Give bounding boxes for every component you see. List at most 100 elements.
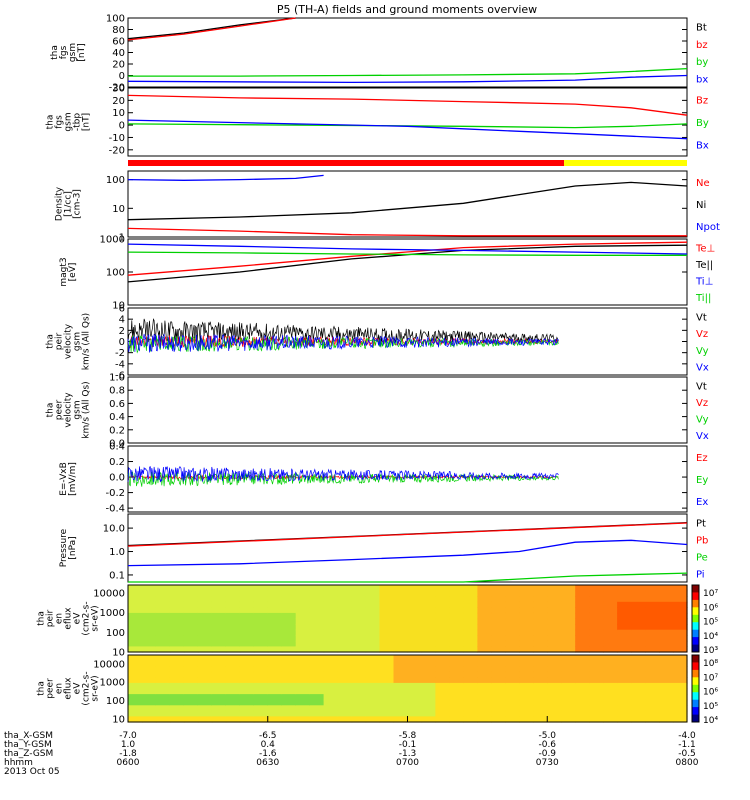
heatmap-cell	[561, 694, 576, 701]
heatmap-cell	[617, 585, 632, 592]
heatmap-cell	[281, 677, 297, 684]
heatmap-cell	[477, 640, 492, 647]
heatmap-cell	[155, 640, 171, 647]
heatmap-cell	[421, 618, 437, 625]
heatmap-cell	[128, 682, 143, 690]
heatmap-cell	[505, 666, 520, 673]
heatmap-cell	[197, 596, 213, 603]
series-line-Ez	[127, 473, 559, 481]
y-tick-label: -6	[115, 371, 125, 382]
panel-pressure: Pressure [nPa] 10.0 1.0 0.1 Pt Pb Pe Pi	[59, 513, 708, 583]
legend-Vy: Vy	[696, 346, 709, 357]
heatmap-cell	[645, 624, 660, 631]
heatmap-cell	[631, 590, 646, 597]
heatmap-cell	[617, 618, 632, 625]
heatmap-cell	[449, 682, 464, 690]
heatmap-cell	[169, 585, 185, 592]
colorbar-segment	[692, 699, 699, 708]
heatmap-cell	[505, 629, 520, 636]
heatmap-cell	[239, 607, 255, 614]
heatmap-cell	[295, 624, 311, 631]
legend-Vt: Vt	[696, 381, 707, 392]
heatmap-cell	[589, 655, 604, 662]
heatmap-cell	[547, 585, 562, 592]
heatmap-cell	[351, 710, 367, 717]
heatmap-cell	[477, 682, 492, 690]
heatmap-cell	[631, 635, 646, 642]
heatmap-cell	[169, 601, 185, 608]
heatmap-cell	[449, 671, 464, 678]
heatmap-cell	[435, 666, 450, 673]
heatmap-cell	[337, 635, 353, 642]
legend-Vz: Vz	[696, 398, 708, 409]
colorbar-label: 10⁸	[703, 659, 718, 669]
heatmap-cell	[183, 585, 199, 592]
heatmap-cell	[183, 677, 199, 684]
heatmap-cell	[337, 601, 353, 608]
heatmap-cell	[631, 624, 646, 631]
heatmap-cell	[197, 699, 213, 706]
x-tick-label: -0.5	[678, 749, 696, 759]
heatmap-cell	[128, 699, 143, 706]
heatmap-cell	[253, 601, 269, 608]
heatmap-cell	[449, 585, 464, 592]
y-axis-label: gsm	[73, 400, 83, 419]
series-line-Ni	[127, 181, 688, 221]
x-row-label: tha_Y-GSM	[4, 740, 52, 750]
heatmap-cell	[463, 666, 478, 673]
heatmap-cell	[645, 694, 660, 701]
heatmap-cell	[337, 677, 353, 684]
heatmap-cell	[197, 607, 213, 614]
heatmap-cell	[211, 590, 227, 597]
heatmap-cell	[351, 694, 367, 701]
heatmap-cell	[561, 646, 576, 653]
heatmap-cell	[407, 716, 423, 723]
heatmap-cell	[477, 655, 492, 662]
heatmap-cell	[337, 671, 353, 678]
heatmap-cell	[449, 655, 464, 662]
heatmap-cell	[561, 677, 576, 684]
heatmap-cell	[281, 607, 297, 614]
heatmap-cell	[589, 694, 604, 701]
heatmap-cell	[239, 671, 255, 678]
heatmap-cell	[365, 705, 381, 712]
heatmap-cell	[505, 671, 520, 678]
heatmap-cell	[449, 646, 464, 653]
heatmap-cell	[645, 688, 660, 695]
heatmap-cell	[155, 596, 171, 603]
colorbar-segment	[692, 592, 699, 601]
heatmap-cell	[295, 688, 311, 695]
heatmap-cell	[435, 612, 450, 620]
y-axis-label: [nT]	[82, 113, 92, 131]
heatmap-cell	[267, 688, 283, 695]
heatmap-cell	[281, 612, 297, 620]
heatmap-cell	[128, 629, 143, 636]
heatmap-cell	[365, 596, 381, 603]
y-axis-label: gsm	[68, 43, 78, 62]
heatmap-cell	[491, 682, 506, 690]
heatmap-cell	[673, 596, 688, 603]
heatmap-cell	[421, 666, 437, 673]
heatmap-cell	[295, 601, 311, 608]
heatmap-cell	[519, 646, 534, 653]
heatmap-cell	[645, 607, 660, 614]
heatmap-cell	[309, 694, 325, 701]
heatmap-cell	[183, 671, 199, 678]
heatmap-cell	[309, 646, 325, 653]
heatmap-cell	[463, 635, 478, 642]
heatmap-cell	[142, 682, 157, 690]
heatmap-cell	[365, 629, 381, 636]
heatmap-cell	[128, 618, 143, 625]
y-tick-label: 0.2	[109, 425, 125, 436]
heatmap-cell	[505, 624, 520, 631]
x-tick-label: 0630	[256, 758, 279, 768]
heatmap-cell	[281, 710, 297, 717]
heatmap-cell	[295, 612, 311, 620]
heatmap-cell	[239, 601, 255, 608]
heatmap-cell	[128, 601, 143, 608]
heatmap-cell	[267, 640, 283, 647]
heatmap-cell	[463, 655, 478, 662]
heatmap-cell	[267, 682, 283, 690]
heatmap-cell	[379, 640, 395, 647]
heatmap-cell	[505, 646, 520, 653]
